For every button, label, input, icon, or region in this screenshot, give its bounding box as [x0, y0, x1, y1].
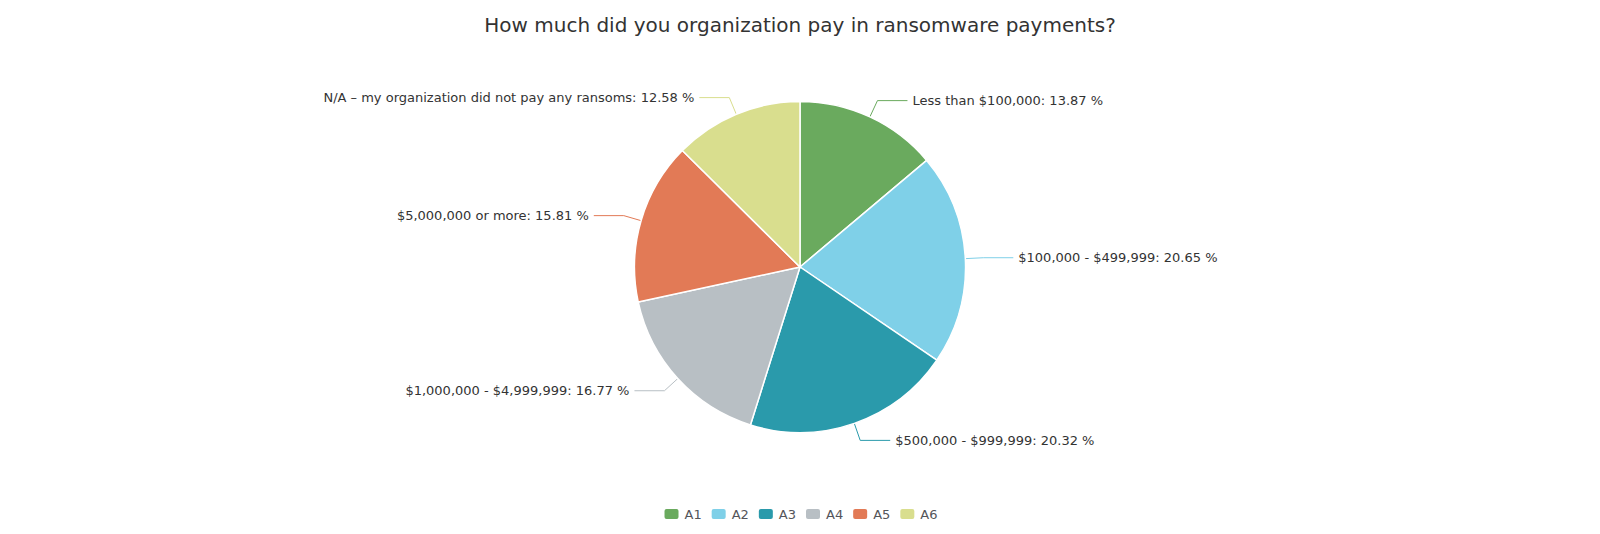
svg-text:Less than $100,000: 13.87 %: Less than $100,000: 13.87 %: [912, 93, 1103, 108]
svg-text:How much did you organization: How much did you organization pay in ran…: [484, 13, 1116, 37]
svg-text:A1: A1: [685, 507, 702, 522]
svg-text:A4: A4: [826, 507, 843, 522]
svg-text:A5: A5: [873, 507, 890, 522]
svg-text:$100,000 - $499,999: 20.65 %: $100,000 - $499,999: 20.65 %: [1018, 250, 1217, 265]
svg-text:$1,000,000 - $4,999,999: 16.77: $1,000,000 - $4,999,999: 16.77 %: [405, 383, 629, 398]
svg-text:$500,000 - $999,999: 20.32 %: $500,000 - $999,999: 20.32 %: [895, 433, 1094, 448]
svg-text:A2: A2: [732, 507, 749, 522]
svg-text:A3: A3: [779, 507, 796, 522]
svg-text:A6: A6: [920, 507, 937, 522]
svg-text:N/A – my organization did not: N/A – my organization did not pay any ra…: [323, 90, 694, 105]
svg-text:$5,000,000 or more: 15.81 %: $5,000,000 or more: 15.81 %: [397, 208, 589, 223]
